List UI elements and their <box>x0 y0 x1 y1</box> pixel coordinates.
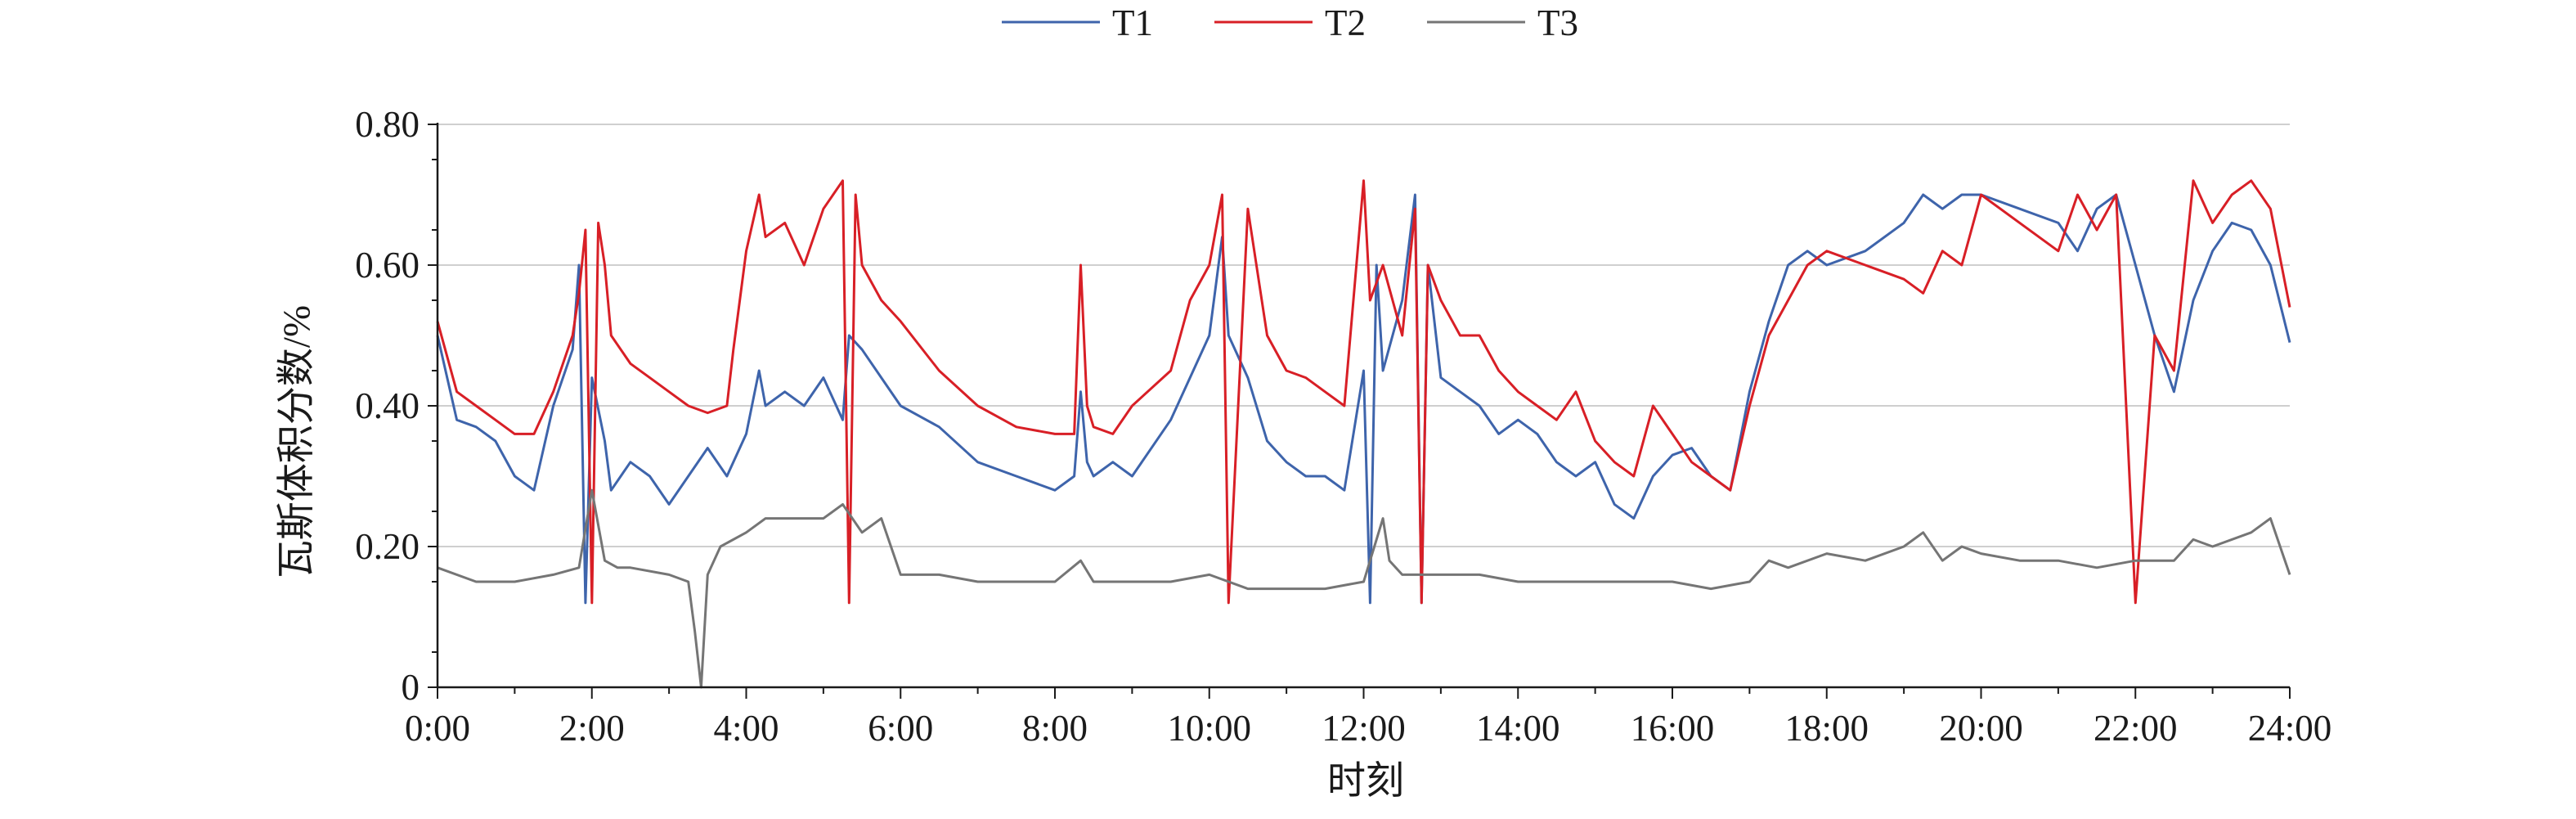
x-tick-label: 14:00 <box>1476 708 1560 749</box>
y-tick-label: 0.80 <box>355 104 420 145</box>
series-line-t2 <box>436 179 2291 605</box>
legend-label-t3: T3 <box>1537 2 1578 43</box>
x-tick-label: 22:00 <box>2094 708 2178 749</box>
x-axis-title: 时刻 <box>1327 760 1404 803</box>
series-line-t3 <box>437 488 2291 689</box>
x-tick-label: 6:00 <box>868 708 933 749</box>
x-tick-label: 12:00 <box>1322 708 1406 749</box>
axes <box>428 123 2291 699</box>
x-tick-label: 16:00 <box>1631 708 1715 749</box>
series-lines <box>436 179 2291 689</box>
x-tick-label: 24:00 <box>2248 708 2332 749</box>
y-axis-title: 瓦斯体积分数/% <box>276 305 318 578</box>
legend-label-t2: T2 <box>1325 2 1366 43</box>
y-tick-label: 0.40 <box>355 385 420 426</box>
y-tick-label: 0 <box>402 667 420 708</box>
y-tick-label: 0.60 <box>355 245 420 286</box>
legend: T1 T2 T3 <box>1002 2 1578 43</box>
x-tick-label: 8:00 <box>1022 708 1088 749</box>
x-tick-label: 20:00 <box>1939 708 2023 749</box>
x-tick-label: 0:00 <box>405 708 470 749</box>
x-tick-label: 2:00 <box>559 708 625 749</box>
y-tick-label: 0.20 <box>355 526 420 567</box>
x-tick-label: 18:00 <box>1784 708 1869 749</box>
x-tick-label: 10:00 <box>1167 708 1251 749</box>
x-tick-label: 4:00 <box>713 708 779 749</box>
legend-label-t1: T1 <box>1112 2 1153 43</box>
series-line-t1 <box>436 193 2291 605</box>
gridlines <box>438 124 2290 547</box>
tick-labels: 0 0.20 0.40 0.60 0.80 0:00 2:00 4:00 6:00 8:00 10:… <box>355 104 2331 749</box>
